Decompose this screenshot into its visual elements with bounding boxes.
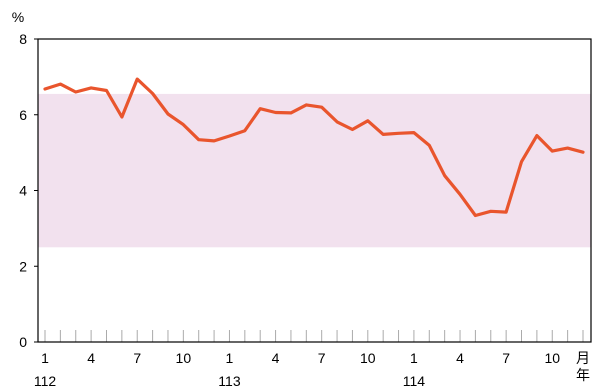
x-axis-ticks [44, 330, 584, 342]
y-tick-label: 4 [19, 183, 27, 199]
y-axis-ticks: 0 2 4 6 8 [19, 31, 38, 350]
x-tick-label: 7 [133, 350, 141, 366]
x-year-label: 112 [34, 373, 57, 387]
x-unit-month: 月 [576, 350, 590, 366]
series-line [43, 77, 585, 218]
x-tick-label: 10 [176, 350, 192, 366]
y-tick-label: 6 [19, 107, 27, 123]
x-axis-labels: 1 4 7 10 1 4 7 10 1 4 7 10 112 113 114 [34, 350, 560, 387]
x-tick-label: 7 [502, 350, 510, 366]
x-tick-label: 1 [410, 350, 418, 366]
x-tick-label: 7 [318, 350, 326, 366]
x-year-label: 113 [218, 373, 241, 387]
x-unit-year: 年 [576, 367, 590, 383]
x-year-label: 114 [403, 373, 426, 387]
plot-frame [37, 38, 592, 343]
target-range-band [38, 93, 591, 248]
x-tick-label: 10 [544, 350, 560, 366]
x-tick-label: 4 [456, 350, 464, 366]
x-tick-label: 1 [226, 350, 234, 366]
y-unit-label: % [12, 9, 24, 25]
x-tick-label: 4 [87, 350, 95, 366]
x-tick-label: 4 [272, 350, 280, 366]
y-tick-label: 2 [19, 258, 27, 274]
x-tick-label: 1 [41, 350, 49, 366]
y-tick-label: 0 [19, 334, 27, 350]
x-tick-label: 10 [360, 350, 376, 366]
y-tick-label: 8 [19, 31, 27, 47]
